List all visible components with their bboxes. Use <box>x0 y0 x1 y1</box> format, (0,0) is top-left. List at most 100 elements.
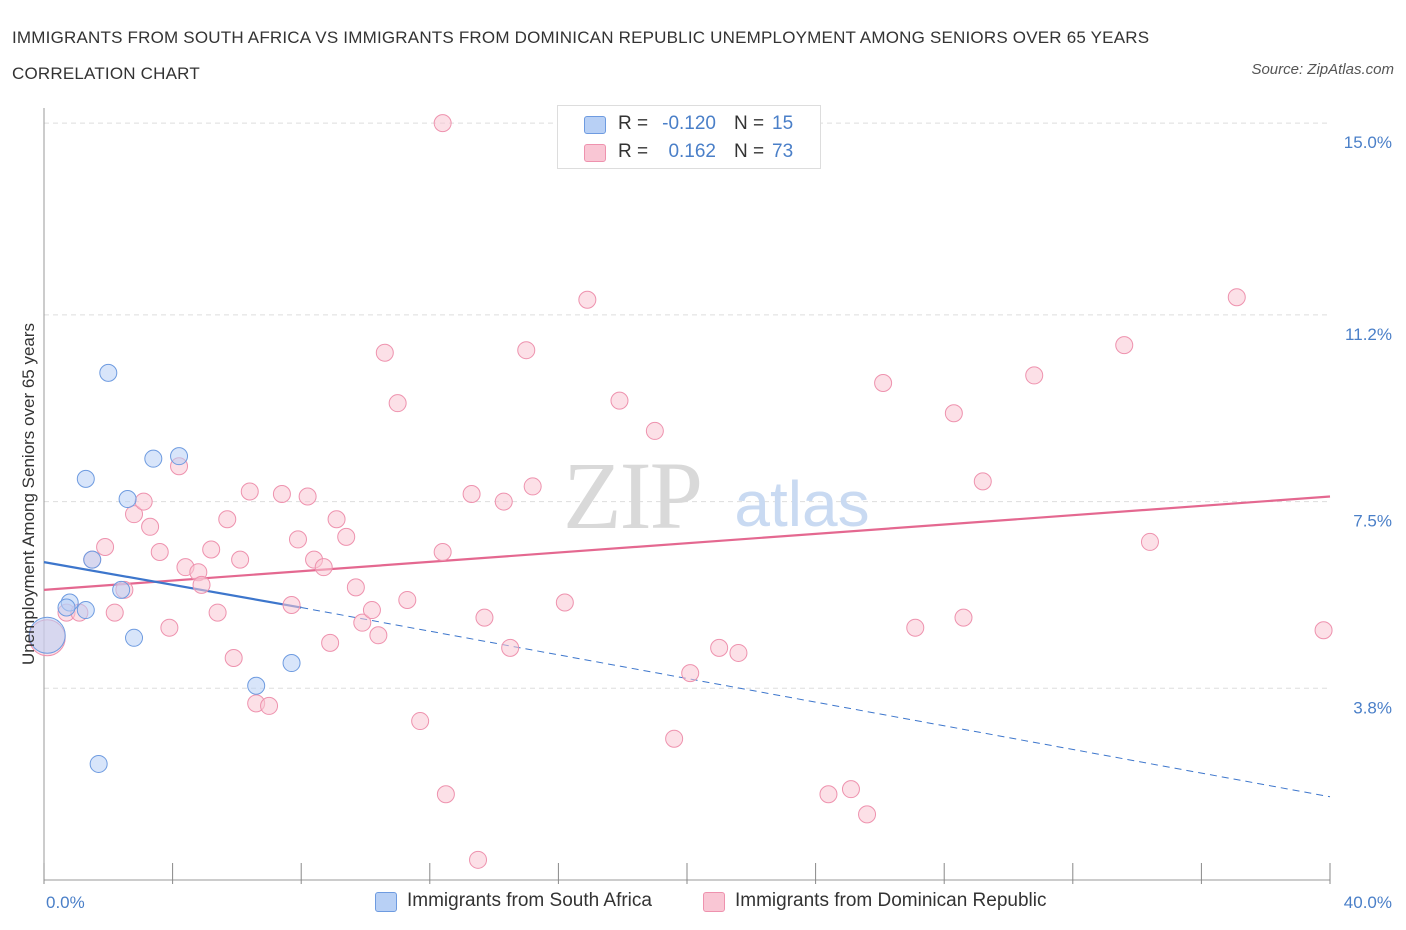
data-point-dominican-republic <box>125 505 144 524</box>
data-point-dominican-republic <box>346 578 365 597</box>
data-point-dominican-republic <box>298 487 317 506</box>
data-point-dominican-republic <box>96 537 115 556</box>
data-point-dominican-republic <box>272 485 291 503</box>
data-point-south-africa <box>57 598 76 617</box>
data-point-dominican-republic <box>160 618 179 637</box>
data-point-dominican-republic <box>610 391 629 410</box>
data-point-dominican-republic <box>1140 532 1159 551</box>
data-point-dominican-republic <box>944 404 963 423</box>
data-point-dominican-republic <box>388 394 407 413</box>
data-point-dominican-republic <box>710 638 729 657</box>
data-point-dominican-republic <box>523 477 542 496</box>
data-point-south-africa <box>76 469 95 488</box>
x-tick-label-min: 0.0% <box>46 893 85 912</box>
data-point-dominican-republic <box>973 472 992 491</box>
legend-n-label: N = <box>734 113 765 134</box>
data-point-dominican-republic <box>469 850 488 869</box>
data-point-dominican-republic <box>150 543 169 562</box>
trend-line-south-africa-extrapolated <box>301 607 1331 798</box>
data-point-dominican-republic <box>218 510 237 529</box>
data-point-dominican-republic <box>578 290 597 309</box>
x-axis-ticks <box>43 863 1331 884</box>
data-point-dominican-republic <box>411 712 430 731</box>
legend-r-label: R = <box>618 141 649 162</box>
data-point-dominican-republic <box>321 633 340 652</box>
data-point-dominican-republic <box>729 643 748 662</box>
data-point-south-africa <box>76 601 95 620</box>
data-point-dominican-republic <box>134 492 153 511</box>
legend-n-label: N = <box>734 141 765 162</box>
data-point-south-africa <box>112 580 131 599</box>
watermark-zip: ZIP <box>563 442 701 549</box>
trend-line-dominican-republic <box>43 495 1331 591</box>
data-point-dominican-republic <box>665 729 684 748</box>
bottom-legend-swatch-south-africa <box>375 892 397 912</box>
data-point-dominican-republic <box>282 596 301 615</box>
y-axis-tick-labels: 3.8% 7.5% 11.2% 15.0% <box>1344 133 1392 717</box>
data-point-dominican-republic <box>462 485 481 503</box>
watermark: ZIP atlas <box>563 442 870 549</box>
x-tick-label-max: 40.0% <box>1344 893 1392 912</box>
data-point-dominican-republic <box>433 543 452 562</box>
data-point-dominican-republic <box>858 805 877 824</box>
data-point-dominican-republic <box>362 601 381 620</box>
data-point-dominican-republic <box>1025 366 1044 385</box>
legend-r-value: -0.120 <box>662 113 716 134</box>
data-point-south-africa <box>99 363 118 382</box>
data-point-dominican-republic <box>260 696 279 715</box>
data-point-dominican-republic <box>517 341 536 360</box>
data-point-dominican-republic <box>105 603 124 622</box>
data-point-dominican-republic <box>954 608 973 627</box>
data-point-dominican-republic <box>681 664 700 683</box>
data-point-south-africa <box>28 616 66 654</box>
data-point-dominican-republic <box>555 593 574 612</box>
legend-r-label: R = <box>618 113 649 134</box>
trend-lines <box>43 495 1331 798</box>
data-point-dominican-republic <box>288 530 307 549</box>
data-point-dominican-republic <box>224 648 243 667</box>
data-point-south-africa <box>125 628 144 647</box>
data-point-dominican-republic <box>202 540 221 559</box>
watermark-atlas: atlas <box>734 468 869 540</box>
legend-n-value: 73 <box>772 141 794 162</box>
bottom-legend-dominican-republic: Immigrants from Dominican Republic <box>703 889 1083 915</box>
correlation-legend: R = -0.120 N = 15 R = 0.162 N = 73 <box>557 105 821 169</box>
grid-lines <box>44 122 1330 689</box>
data-point-south-africa <box>83 550 102 569</box>
data-point-dominican-republic <box>398 590 417 609</box>
data-point-dominican-republic <box>475 608 494 627</box>
data-point-dominican-republic <box>906 618 925 637</box>
data-point-dominican-republic <box>192 575 211 594</box>
bottom-legend-label-south-africa: Immigrants from South Africa <box>407 890 652 911</box>
data-point-dominican-republic <box>1115 336 1134 355</box>
data-point-south-africa <box>144 449 163 468</box>
data-point-dominican-republic <box>819 785 838 804</box>
y-tick-label: 3.8% <box>1353 698 1392 717</box>
bottom-legend-south-africa: Immigrants from South Africa <box>375 889 685 915</box>
y-axis-label: Unemployment Among Seniors over 65 years <box>19 323 38 665</box>
data-point-dominican-republic <box>208 603 227 622</box>
legend-n-value: 15 <box>772 113 794 134</box>
data-point-dominican-republic <box>353 613 372 632</box>
data-point-south-africa <box>282 654 301 673</box>
data-point-dominican-republic <box>841 780 860 799</box>
legend-row-dominican-republic: R = 0.162 N = 73 <box>558 138 820 166</box>
data-point-dominican-republic <box>314 558 333 577</box>
trend-line-south-africa <box>43 561 302 609</box>
data-point-dominican-republic <box>375 343 394 362</box>
data-point-dominican-republic <box>327 510 346 529</box>
chart-source: Source: ZipAtlas.com <box>1251 61 1394 78</box>
bottom-legend-swatch-dominican-republic <box>703 892 725 912</box>
south-africa-points <box>28 363 301 773</box>
data-point-dominican-republic <box>337 527 356 546</box>
data-point-dominican-republic <box>645 421 664 440</box>
legend-swatch-dominican-republic <box>584 144 606 162</box>
data-point-dominican-republic <box>433 114 452 133</box>
data-point-dominican-republic <box>231 550 250 569</box>
data-point-dominican-republic <box>874 373 893 392</box>
y-tick-label: 11.2% <box>1345 325 1392 344</box>
chart-title: IMMIGRANTS FROM SOUTH AFRICA VS IMMIGRAN… <box>12 28 1150 83</box>
data-point-dominican-republic <box>494 492 513 511</box>
data-point-south-africa <box>118 490 137 509</box>
